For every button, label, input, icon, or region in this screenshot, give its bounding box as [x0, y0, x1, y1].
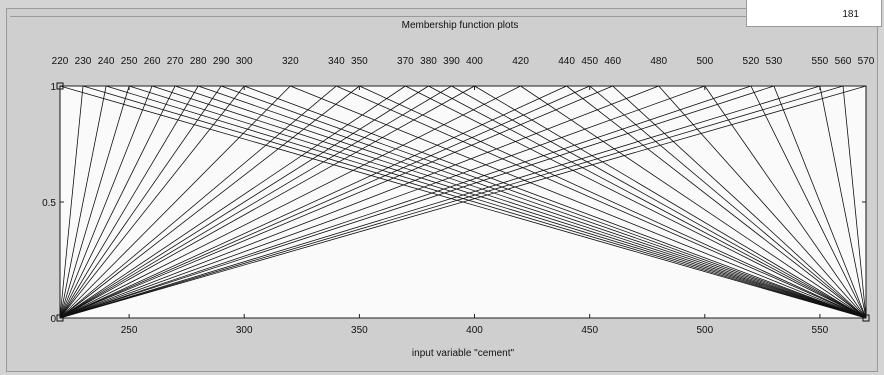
mf-label-240: 240 [98, 56, 115, 67]
mf-line-380 [59, 85, 867, 319]
x-tick-label-450: 450 [581, 325, 598, 336]
mf-label-460: 460 [604, 56, 621, 67]
mf-label-380: 380 [420, 56, 437, 67]
x-tick-label-350: 350 [351, 325, 368, 336]
value-text: 181 [842, 9, 859, 20]
membership-function-lines [59, 85, 867, 319]
mf-label-560: 560 [835, 56, 852, 67]
mf-label-500: 500 [696, 56, 713, 67]
membership-function-labels: 220 230 240 250 260 270 280 290 300 320 340 350 370 3… [52, 56, 875, 67]
mf-label-390: 390 [443, 56, 460, 67]
mf-label-280: 280 [190, 56, 207, 67]
selection-markers [56, 82, 870, 322]
mf-line-420 [59, 85, 867, 319]
mf-label-350: 350 [351, 56, 368, 67]
x-tick-label-500: 500 [696, 325, 713, 336]
mf-label-320: 320 [282, 56, 299, 67]
y-axis-ticks: 00.51 [42, 82, 866, 325]
mf-label-270: 270 [167, 56, 184, 67]
mf-label-400: 400 [466, 56, 483, 67]
mf-label-520: 520 [743, 56, 760, 67]
mf-label-340: 340 [328, 56, 345, 67]
x-tick-label-250: 250 [121, 325, 138, 336]
mf-label-440: 440 [558, 56, 575, 67]
mf-label-530: 530 [766, 56, 783, 67]
mf-label-250: 250 [121, 56, 138, 67]
x-tick-label-400: 400 [466, 325, 483, 336]
mf-label-450: 450 [581, 56, 598, 67]
y-tick-label-2: 1 [50, 82, 56, 93]
mf-line-520 [59, 85, 867, 319]
mf-line-260 [59, 85, 867, 319]
mf-label-220: 220 [52, 56, 69, 67]
mf-line-370 [59, 85, 867, 319]
mf-label-290: 290 [213, 56, 230, 67]
endpoint-marker-2[interactable] [862, 314, 870, 322]
mf-line-240 [59, 85, 867, 319]
mf-label-420: 420 [512, 56, 529, 67]
mf-line-480 [59, 85, 867, 319]
mf-line-390 [59, 85, 867, 319]
mf-label-230: 230 [75, 56, 92, 67]
x-axis-ticks: 250 300 350 400 450 500 550 [121, 86, 829, 336]
mf-label-370: 370 [397, 56, 414, 67]
mf-label-480: 480 [650, 56, 667, 67]
mf-line-560 [59, 85, 867, 319]
y-tick-label-1: 0.5 [42, 198, 56, 209]
x-tick-label-550: 550 [812, 325, 829, 336]
mf-label-300: 300 [236, 56, 253, 67]
plot-title: Membership function plots [401, 20, 519, 31]
mf-line-440 [59, 85, 867, 319]
mf-line-530 [59, 85, 867, 319]
endpoint-marker-0[interactable] [56, 82, 64, 90]
mf-line-320 [59, 85, 867, 319]
x-tick-label-300: 300 [236, 325, 253, 336]
mf-line-270 [59, 85, 867, 319]
mf-label-570: 570 [858, 56, 875, 67]
mf-label-550: 550 [812, 56, 829, 67]
mf-line-280 [59, 85, 867, 319]
x-axis-label: input variable "cement" [412, 348, 515, 359]
endpoint-marker-1[interactable] [56, 314, 64, 322]
mf-line-230 [59, 85, 867, 319]
mf-label-260: 260 [144, 56, 161, 67]
value-box[interactable]: 181 [746, 0, 882, 27]
y-tick-label-0: 0 [50, 314, 56, 325]
mf-line-460 [59, 85, 867, 319]
mf-line-290 [59, 85, 867, 319]
mf-line-340 [59, 85, 867, 319]
plot-title-frame [10, 16, 872, 39]
